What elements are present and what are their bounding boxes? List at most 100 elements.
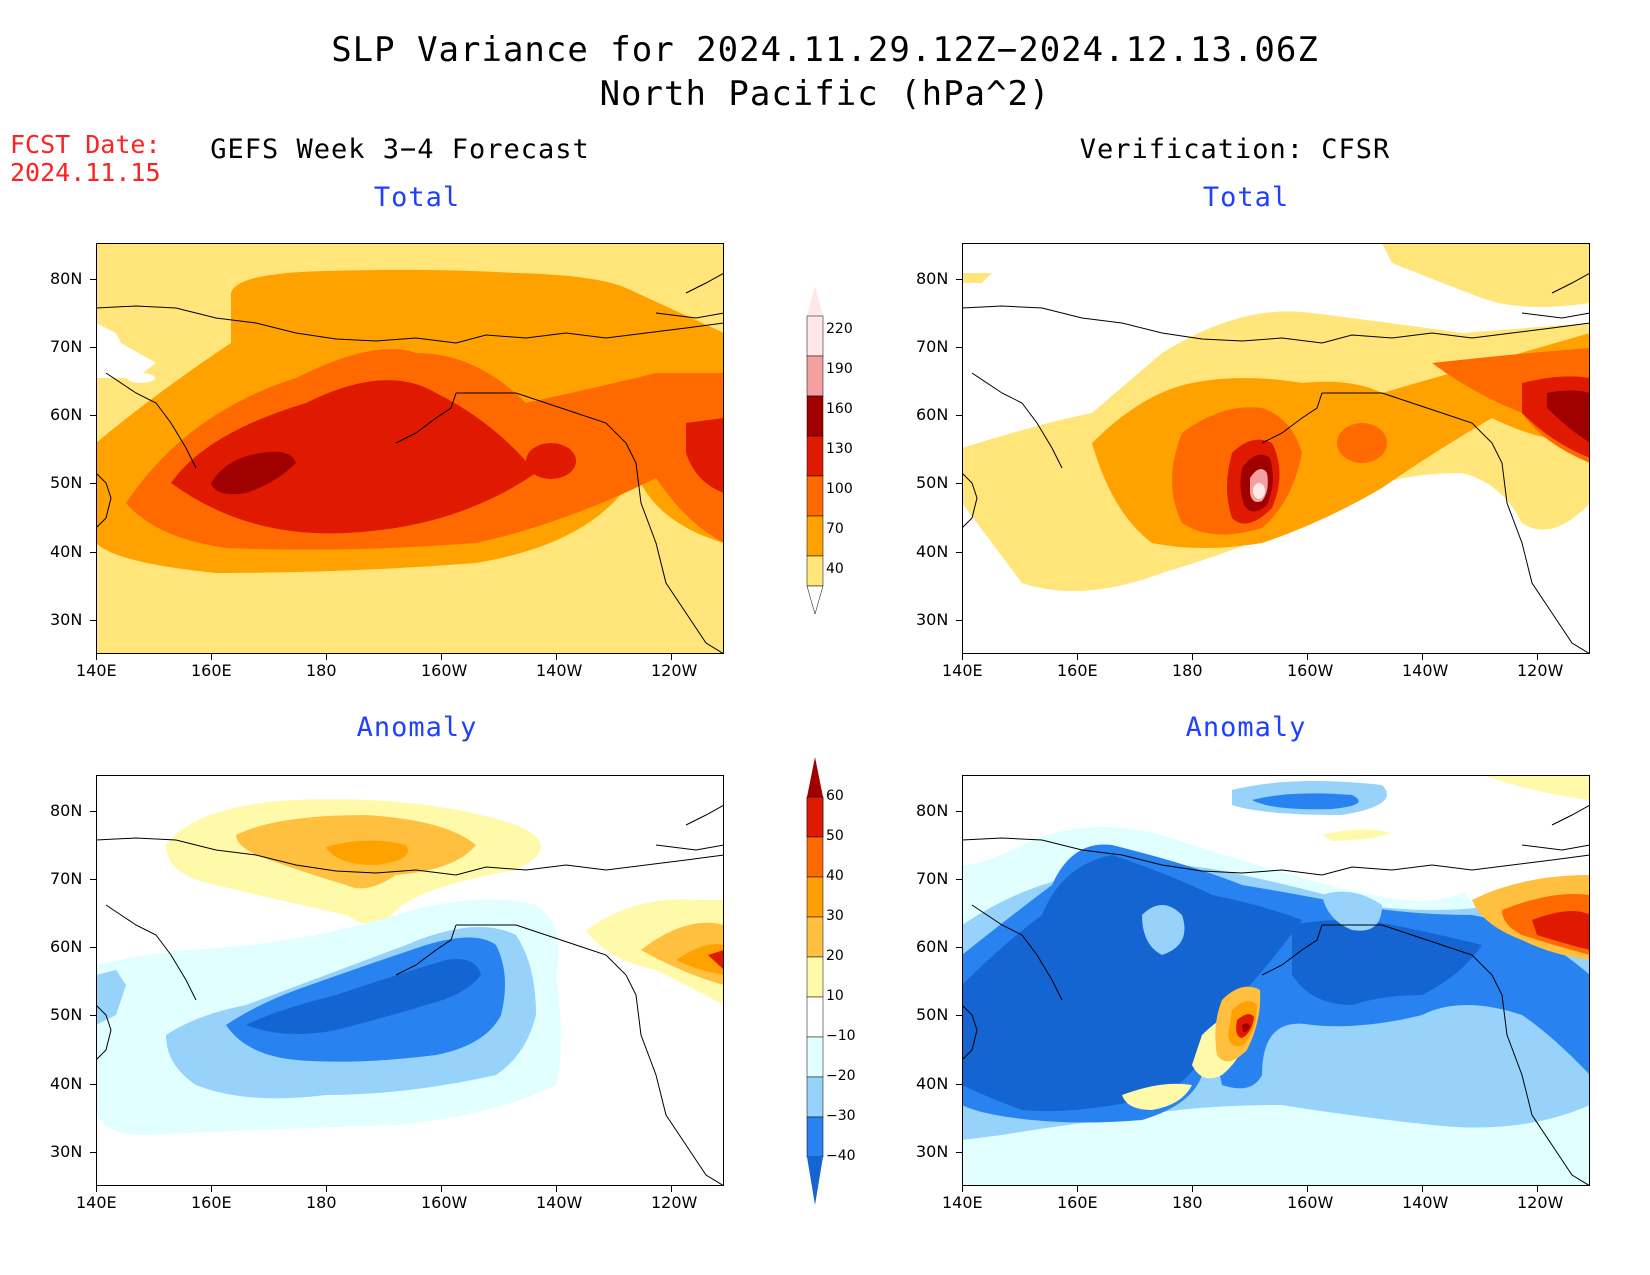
- verification-total-map: [962, 243, 1590, 654]
- lat-tick-label: 40N: [916, 542, 949, 561]
- lat-tick-mark: [90, 620, 96, 621]
- lon-tick-mark: [1307, 654, 1308, 660]
- anomaly-colorbar-label: −20: [826, 1068, 856, 1084]
- total-colorbar-label: 130: [826, 441, 853, 457]
- lat-tick-label: 60N: [916, 405, 949, 424]
- lat-tick-mark: [90, 279, 96, 280]
- lat-tick-label: 70N: [916, 337, 949, 356]
- lon-tick-mark: [1537, 654, 1538, 660]
- lat-tick-label: 50N: [50, 473, 83, 492]
- lon-tick-label: 180: [306, 1193, 337, 1212]
- lat-tick-mark: [956, 1015, 962, 1016]
- lat-tick-label: 30N: [50, 610, 83, 629]
- forecast-total-title: Total: [373, 182, 461, 213]
- verification-anomaly-title: Anomaly: [1185, 712, 1307, 743]
- lon-tick-mark: [96, 654, 97, 660]
- lon-tick-mark: [211, 1186, 212, 1192]
- verification-column-title: Verification: CFSR: [1079, 134, 1391, 165]
- lon-tick-label: 160E: [191, 1193, 232, 1212]
- lat-tick-label: 80N: [50, 801, 83, 820]
- lon-tick-label: 160E: [1057, 1193, 1098, 1212]
- lat-tick-label: 80N: [50, 269, 83, 288]
- main-subtitle: North Pacific (hPa^2): [599, 74, 1051, 114]
- lat-tick-mark: [956, 811, 962, 812]
- lat-tick-label: 40N: [50, 1074, 83, 1093]
- lat-tick-label: 60N: [916, 937, 949, 956]
- lat-tick-mark: [90, 1084, 96, 1085]
- lat-tick-label: 30N: [916, 610, 949, 629]
- lat-tick-mark: [956, 483, 962, 484]
- total-colorbar-label: 220: [826, 321, 853, 337]
- lat-tick-label: 30N: [50, 1142, 83, 1161]
- lon-tick-mark: [962, 654, 963, 660]
- lon-tick-label: 120W: [1517, 1193, 1564, 1212]
- lon-tick-label: 160W: [1287, 661, 1334, 680]
- lon-tick-label: 120W: [651, 661, 698, 680]
- lon-tick-mark: [1077, 654, 1078, 660]
- lat-tick-mark: [956, 1084, 962, 1085]
- forecast-anomaly-title: Anomaly: [356, 712, 478, 743]
- lat-tick-mark: [956, 347, 962, 348]
- lat-tick-label: 80N: [916, 801, 949, 820]
- lat-tick-mark: [90, 879, 96, 880]
- lat-tick-mark: [956, 620, 962, 621]
- lat-tick-mark: [90, 811, 96, 812]
- lat-tick-mark: [90, 483, 96, 484]
- total-colorbar-label: 190: [826, 361, 853, 377]
- anomaly-colorbar-label: 20: [826, 948, 844, 964]
- lat-tick-label: 50N: [916, 1005, 949, 1024]
- total-colorbar-label: 40: [826, 561, 844, 577]
- lat-tick-label: 40N: [50, 542, 83, 561]
- lat-tick-mark: [956, 415, 962, 416]
- lon-tick-mark: [1537, 1186, 1538, 1192]
- lon-tick-mark: [1192, 1186, 1193, 1192]
- forecast-column-title: GEFS Week 3−4 Forecast: [210, 134, 590, 165]
- lon-tick-mark: [556, 1186, 557, 1192]
- lat-tick-mark: [956, 947, 962, 948]
- anomaly-colorbar-label: 40: [826, 868, 844, 884]
- fcst-date-value: 2024.11.15: [10, 158, 161, 187]
- total-colorbar: [805, 286, 825, 618]
- lon-tick-label: 180: [306, 661, 337, 680]
- lat-tick-label: 60N: [50, 405, 83, 424]
- lat-tick-mark: [90, 552, 96, 553]
- lat-tick-label: 30N: [916, 1142, 949, 1161]
- lon-tick-mark: [441, 654, 442, 660]
- lon-tick-label: 160W: [421, 661, 468, 680]
- lat-tick-label: 50N: [50, 1005, 83, 1024]
- total-colorbar-label: 70: [826, 521, 844, 537]
- lat-tick-label: 60N: [50, 937, 83, 956]
- anomaly-colorbar-label: −30: [826, 1108, 856, 1124]
- lat-tick-mark: [956, 1152, 962, 1153]
- total-colorbar-label: 100: [826, 481, 853, 497]
- lon-tick-mark: [96, 1186, 97, 1192]
- lon-tick-label: 160W: [421, 1193, 468, 1212]
- anomaly-colorbar-label: 50: [826, 828, 844, 844]
- lon-tick-label: 160E: [1057, 661, 1098, 680]
- lon-tick-mark: [326, 1186, 327, 1192]
- lon-tick-mark: [1307, 1186, 1308, 1192]
- anomaly-colorbar-label: −10: [826, 1028, 856, 1044]
- anomaly-colorbar-label: −40: [826, 1148, 856, 1164]
- lon-tick-label: 160W: [1287, 1193, 1334, 1212]
- lon-tick-mark: [1422, 1186, 1423, 1192]
- lat-tick-mark: [90, 347, 96, 348]
- lon-tick-mark: [1422, 654, 1423, 660]
- lon-tick-mark: [1192, 654, 1193, 660]
- lat-tick-mark: [90, 1015, 96, 1016]
- lon-tick-mark: [962, 1186, 963, 1192]
- lon-tick-mark: [326, 654, 327, 660]
- verification-total-title: Total: [1202, 182, 1290, 213]
- lon-tick-label: 140E: [76, 1193, 117, 1212]
- lon-tick-label: 140E: [942, 1193, 983, 1212]
- lon-tick-label: 140E: [942, 661, 983, 680]
- lon-tick-label: 120W: [651, 1193, 698, 1212]
- lon-tick-label: 140E: [76, 661, 117, 680]
- anomaly-colorbar: [805, 757, 825, 1209]
- lon-tick-mark: [671, 1186, 672, 1192]
- lat-tick-label: 50N: [916, 473, 949, 492]
- lon-tick-mark: [1077, 1186, 1078, 1192]
- lon-tick-label: 160E: [191, 661, 232, 680]
- lon-tick-label: 180: [1172, 661, 1203, 680]
- verification-anomaly-map: [962, 775, 1590, 1186]
